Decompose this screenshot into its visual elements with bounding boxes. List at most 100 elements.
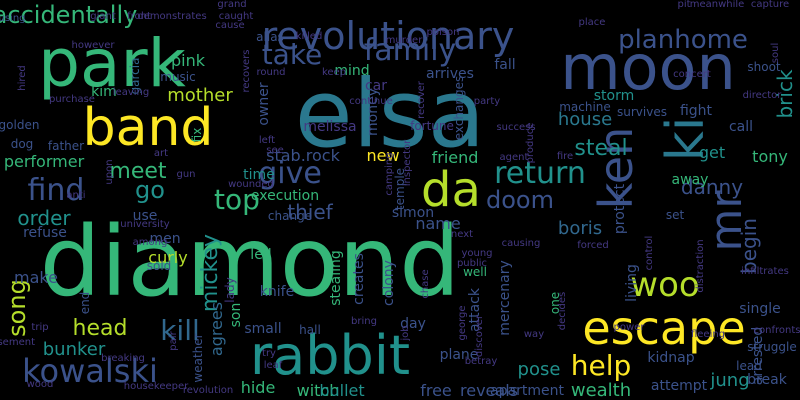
cloud-word-order: order bbox=[17, 206, 71, 230]
cloud-word-poison: poison bbox=[426, 27, 460, 38]
cloud-word-da: da bbox=[421, 162, 481, 218]
cloud-word-bullet: bullet bbox=[319, 381, 365, 400]
cloud-word-bring: bring bbox=[351, 316, 377, 327]
cloud-word-moon: moon bbox=[560, 31, 736, 104]
cloud-word-pair: pair bbox=[168, 331, 179, 351]
cloud-word-help: help bbox=[570, 349, 632, 382]
cloud-word-accidentally: accidentally bbox=[0, 1, 138, 29]
cloud-word-kill: kill bbox=[160, 314, 200, 347]
cloud-word-left: left bbox=[258, 135, 276, 146]
cloud-word-apartment: apartment bbox=[490, 383, 564, 399]
cloud-word-father: father bbox=[47, 139, 85, 153]
cloud-word-see: see bbox=[266, 145, 284, 156]
cloud-word-make: make bbox=[14, 268, 58, 287]
cloud-word-pink: pink bbox=[170, 51, 206, 70]
cloud-word-infiltrates: infiltrates bbox=[741, 266, 789, 277]
cloud-word-pit: pit bbox=[677, 0, 691, 10]
cloud-word-continue: continue bbox=[349, 96, 393, 107]
cloud-word-soul: soul bbox=[770, 42, 781, 64]
cloud-word-friend: friend bbox=[431, 148, 479, 167]
cloud-word-chase: chase bbox=[420, 269, 431, 299]
cloud-word-music: music bbox=[160, 70, 196, 84]
cloud-word-execution: execution bbox=[250, 188, 320, 204]
cloud-word-university: university bbox=[120, 219, 170, 230]
cloud-word-leaf: leaf bbox=[263, 360, 283, 371]
cloud-word-fall: fall bbox=[494, 57, 516, 73]
cloud-word-public: public bbox=[456, 258, 488, 269]
cloud-word-break: break bbox=[747, 372, 787, 388]
cloud-word-concert: concert bbox=[673, 69, 711, 80]
cloud-word-plane: plane bbox=[439, 347, 479, 363]
cloud-word-rabbit: rabbit bbox=[249, 324, 411, 387]
cloud-word-try: try bbox=[262, 348, 276, 359]
cloud-word-grand: grand bbox=[217, 0, 247, 10]
cloud-word-mercenary: mercenary bbox=[497, 260, 513, 336]
cloud-word-weather: weather bbox=[191, 333, 205, 383]
cloud-word-arrives: arrives bbox=[426, 66, 474, 82]
cloud-word-end: end bbox=[78, 291, 92, 315]
cloud-word-well: well bbox=[463, 265, 487, 279]
cloud-word-name: name bbox=[415, 214, 461, 233]
cloud-word-elsa: elsa bbox=[294, 60, 486, 169]
cloud-word-creates: creates bbox=[351, 253, 367, 305]
cloud-word-hired: hired bbox=[17, 65, 28, 91]
cloud-word-revolution: revolution bbox=[182, 385, 234, 396]
cloud-word-call: call bbox=[728, 119, 754, 135]
cloud-word-party: party bbox=[473, 96, 501, 107]
cloud-word-lady: lady bbox=[223, 277, 237, 303]
cloud-word-jung: jung bbox=[710, 370, 750, 391]
cloud-word-owner: owner bbox=[256, 82, 272, 126]
cloud-word-meanwhile: meanwhile bbox=[689, 0, 745, 10]
cloud-word-band: band bbox=[82, 98, 214, 158]
cloud-word-job: job bbox=[400, 325, 411, 341]
cloud-word-forced: forced bbox=[577, 240, 609, 251]
cloud-word-demonstrates: demonstrates bbox=[137, 11, 207, 22]
cloud-word-power: power bbox=[613, 322, 645, 333]
cloud-word-boris: boris bbox=[557, 218, 603, 239]
cloud-word-give: give bbox=[258, 156, 322, 191]
cloud-word-colony: colony bbox=[381, 260, 397, 306]
cloud-word-diamond: diamond bbox=[39, 206, 461, 318]
cloud-word-new: new bbox=[366, 146, 400, 165]
cloud-word-revolutionary: revolutionary bbox=[261, 14, 515, 58]
cloud-word-meet: meet bbox=[109, 159, 167, 184]
cloud-word-murder: murder bbox=[385, 35, 423, 46]
cloud-word-family: family bbox=[363, 33, 457, 68]
cloud-word-way: way bbox=[523, 329, 545, 340]
cloud-word-stab-rock: stab.rock bbox=[266, 146, 340, 165]
cloud-word-dog: dog bbox=[10, 137, 34, 151]
cloud-word-control: control bbox=[644, 235, 655, 271]
cloud-word-planhome: planhome bbox=[618, 25, 748, 55]
cloud-word-house: house bbox=[557, 109, 613, 130]
cloud-word-anti: anti bbox=[66, 190, 86, 201]
cloud-word-woo: woo bbox=[630, 265, 700, 305]
cloud-word-killed: killed bbox=[295, 31, 323, 42]
cloud-word-fleeing: fleeing bbox=[690, 329, 726, 340]
cloud-word-director: director bbox=[742, 90, 782, 101]
cloud-word-small: small bbox=[244, 321, 282, 337]
cloud-word-wood: wood bbox=[26, 379, 54, 390]
cloud-word-caught: caught bbox=[218, 11, 254, 22]
cloud-word-hall: hall bbox=[299, 323, 321, 337]
cloud-word-change: change bbox=[267, 209, 313, 223]
cloud-word-take: take bbox=[261, 38, 323, 71]
cloud-word-success: success bbox=[496, 122, 536, 133]
cloud-word-living: living bbox=[624, 264, 640, 302]
cloud-word-fire: fire bbox=[556, 151, 574, 162]
cloud-word-free: free bbox=[420, 381, 452, 400]
cloud-word-agent: agent bbox=[499, 152, 529, 163]
cloud-word-attempt: attempt bbox=[650, 378, 708, 394]
cloud-word-thief: thief bbox=[287, 200, 333, 224]
cloud-word-go: go bbox=[135, 176, 165, 204]
cloud-word-giant: giant bbox=[90, 11, 116, 22]
cloud-word-gun: gun bbox=[176, 169, 196, 180]
cloud-word-exchanges: exchanges bbox=[452, 75, 466, 141]
cloud-word-lead: lead bbox=[736, 359, 762, 373]
cloud-word-capture: capture bbox=[750, 0, 790, 10]
cloud-word-purchase: purchase bbox=[49, 94, 95, 105]
cloud-word-place: place bbox=[578, 17, 606, 28]
cloud-word-fight: fight bbox=[679, 103, 713, 119]
cloud-word-performer: performer bbox=[3, 152, 85, 171]
cloud-word-agrees: agrees bbox=[207, 301, 226, 357]
